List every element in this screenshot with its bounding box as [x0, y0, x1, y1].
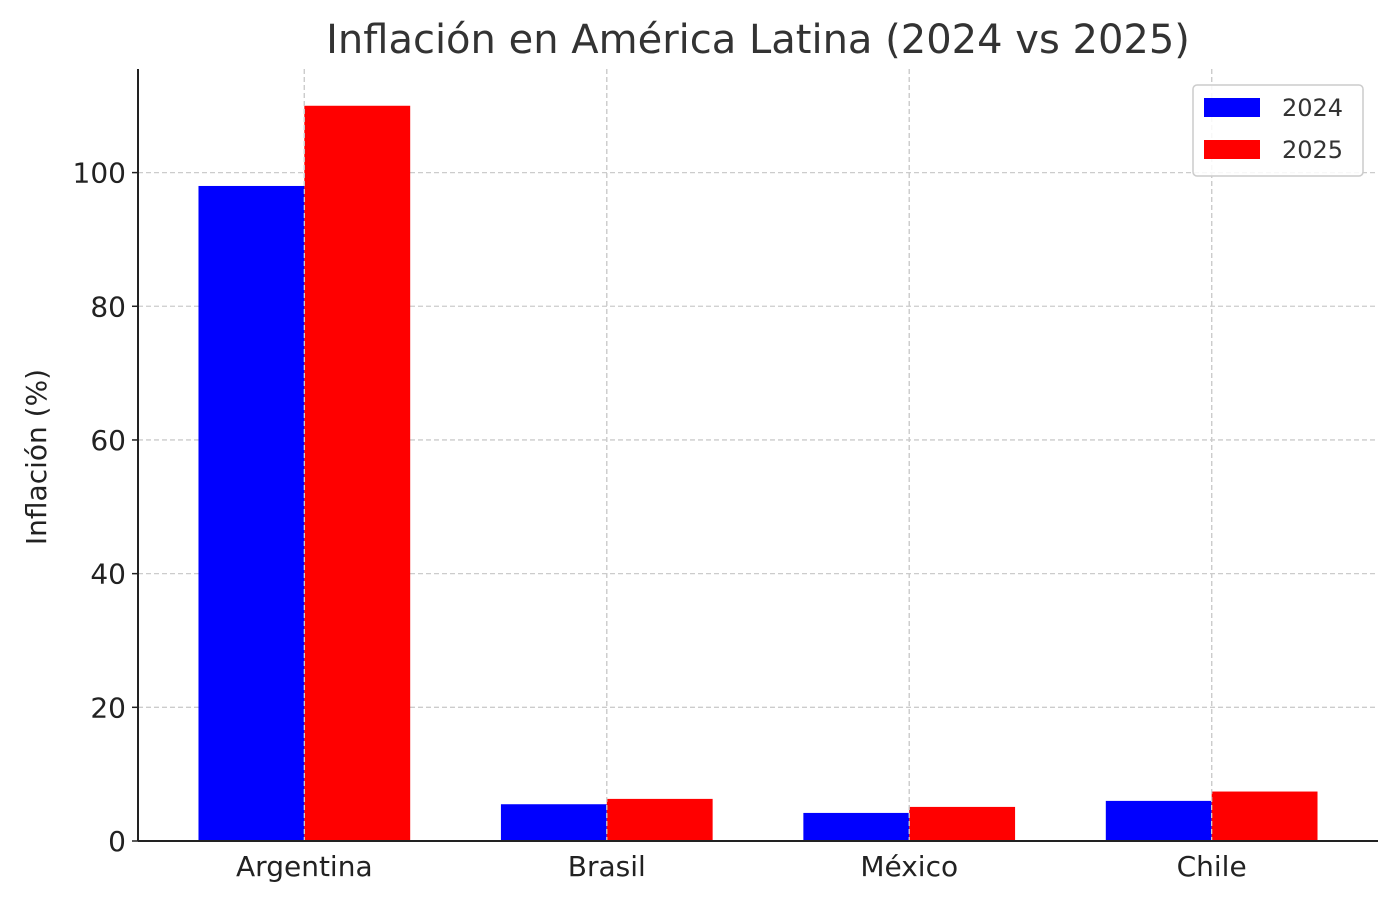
y-tick-label-100: 100	[73, 157, 126, 190]
y-tick-label-60: 60	[90, 424, 126, 457]
legend-swatch-2024	[1204, 98, 1260, 117]
bar-2024-chile	[1105, 800, 1212, 841]
axes	[137, 69, 1378, 842]
bar-2025-argentina	[304, 105, 411, 841]
legend: 2024 2025	[1192, 84, 1364, 177]
bar-2025-méxico	[909, 806, 1016, 841]
bars	[198, 69, 1318, 841]
y-tick-label-20: 20	[90, 691, 126, 724]
x-tick-label-1: Brasil	[568, 850, 646, 883]
y-tick-label-0: 0	[108, 825, 126, 858]
tick-labels: 0 20 40 60 80 100 Argentina Brasil México Chile	[73, 157, 1247, 883]
bar-2024-méxico	[803, 812, 910, 841]
x-tick-label-2: México	[860, 850, 958, 883]
bar-2025-chile	[1211, 791, 1318, 841]
y-tick-label-40: 40	[90, 558, 126, 591]
y-tick-label-80: 80	[90, 290, 126, 323]
bar-2024-brasil	[500, 804, 607, 841]
x-tick-label-0: Argentina	[236, 850, 373, 883]
legend-swatch-2025	[1204, 140, 1260, 159]
legend-label-2025: 2025	[1282, 136, 1343, 164]
chart-title: Inflación en América Latina (2024 vs 202…	[326, 17, 1190, 63]
x-tick-label-3: Chile	[1177, 850, 1247, 883]
legend-label-2024: 2024	[1282, 94, 1343, 122]
bar-2025-brasil	[606, 798, 713, 841]
bar-2024-argentina	[198, 185, 305, 841]
y-axis-label: Inflación (%)	[20, 369, 53, 545]
